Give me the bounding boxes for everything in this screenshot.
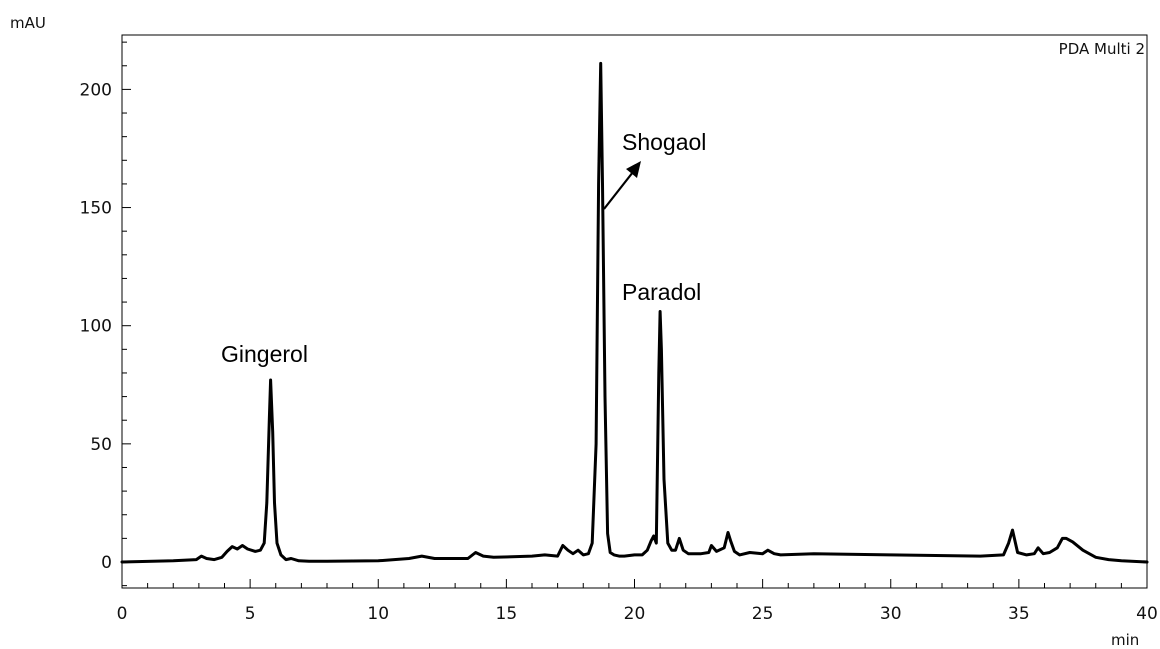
peak-label-shogaol: Shogaol: [622, 129, 706, 155]
peak-label-paradol: Paradol: [622, 279, 701, 305]
y-tick-label: 150: [80, 199, 112, 219]
peak-label-gingerol: Gingerol: [221, 341, 308, 367]
x-tick-label: 0: [117, 604, 128, 624]
chromatogram-trace: [120, 61, 1149, 564]
x-tick-label: 15: [496, 604, 518, 624]
x-tick-label: 35: [1008, 604, 1030, 624]
shogaol-arrow: [603, 161, 641, 210]
y-tick-label: 50: [90, 435, 112, 455]
x-tick-label: 30: [880, 604, 902, 624]
x-tick-label: 5: [245, 604, 256, 624]
y-tick-label: 200: [80, 80, 112, 100]
x-tick-label: 10: [367, 604, 389, 624]
y-axis-unit-label: mAU: [10, 14, 46, 32]
x-tick-label: 20: [624, 604, 646, 624]
axis-ticks: [121, 41, 1148, 588]
x-tick-label: 40: [1136, 604, 1158, 624]
detector-label: PDA Multi 2: [1059, 40, 1145, 58]
tick-labels: 0 5 10 15 20 25 30 35 40 0 50 100 150 200: [80, 80, 1158, 624]
y-tick-label: 100: [80, 317, 112, 337]
x-tick-label: 25: [752, 604, 774, 624]
x-axis-unit-label: min: [1111, 631, 1139, 649]
y-tick-label: 0: [101, 553, 112, 573]
